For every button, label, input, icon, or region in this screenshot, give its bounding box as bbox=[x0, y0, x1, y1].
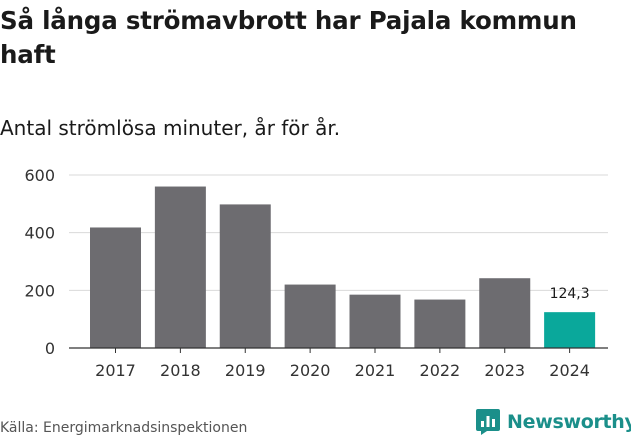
bar-2022 bbox=[414, 299, 466, 348]
newsworthy-logo-icon bbox=[476, 409, 500, 435]
y-tick-label-0: 0 bbox=[45, 339, 55, 358]
chart-subtitle: Antal strömlösa minuter, år för år. bbox=[0, 116, 341, 140]
x-tick-label-2022: 2022 bbox=[420, 361, 461, 380]
bar-2020 bbox=[284, 284, 336, 348]
x-tick-label-2023: 2023 bbox=[484, 361, 525, 380]
y-tick-label-400: 400 bbox=[24, 224, 55, 243]
newsworthy-logo[interactable]: Newsworthy bbox=[475, 408, 631, 436]
bar-2019 bbox=[219, 204, 271, 348]
x-tick-label-2020: 2020 bbox=[290, 361, 331, 380]
source-note: Källa: Energimarknadsinspektionen bbox=[0, 420, 248, 436]
y-tick-label-200: 200 bbox=[24, 281, 55, 300]
bar-2023 bbox=[479, 278, 531, 348]
chart-title: Så långa strömavbrott har Pajala kommun … bbox=[0, 6, 577, 69]
x-tick-label-2019: 2019 bbox=[225, 361, 266, 380]
data-label-2024: 124,3 bbox=[550, 286, 590, 302]
x-tick-label-2024: 2024 bbox=[549, 361, 590, 380]
newsworthy-logo-text: Newsworthy bbox=[507, 411, 631, 433]
x-tick-label-2017: 2017 bbox=[95, 361, 136, 380]
bar-2018 bbox=[154, 186, 206, 348]
x-tick-label-2018: 2018 bbox=[160, 361, 201, 380]
bar-chart: 0 200 400 600 2017 2018 2019 2020 2021 2022 2023 20… bbox=[24, 166, 608, 380]
bar-2021 bbox=[349, 294, 401, 348]
x-tick-label-2021: 2021 bbox=[355, 361, 396, 380]
bar-2024 bbox=[544, 312, 596, 348]
y-tick-label-600: 600 bbox=[24, 166, 55, 185]
bar-2017 bbox=[90, 227, 141, 348]
